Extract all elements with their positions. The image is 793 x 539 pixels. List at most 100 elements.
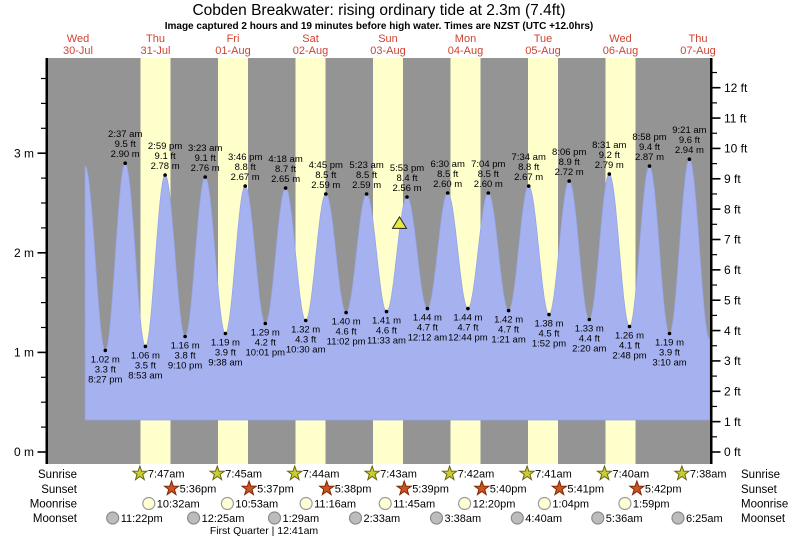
- day-date-label: 06-Aug: [603, 45, 638, 57]
- tide-point-dot: [324, 192, 328, 196]
- day-name-label: Sun: [378, 33, 398, 45]
- moonrise-time-label: 10:53am: [235, 499, 278, 511]
- right-axis-tick-label: 3 ft: [724, 354, 741, 368]
- high-tide-m-label: 2.59 m: [352, 180, 381, 191]
- low-tide-m-label: 1.41 m: [372, 316, 401, 327]
- sunset-star-icon: [163, 479, 181, 496]
- high-tide-ft-label: 8.5 ft: [315, 170, 336, 181]
- tide-point-dot: [384, 309, 389, 314]
- moonset-time-label: 1:29am: [283, 513, 320, 525]
- high-tide-m-label: 2.65 m: [271, 174, 300, 185]
- sunset-row-label-right: Sunset: [741, 484, 778, 496]
- high-tide-time-label: 2:37 am: [108, 129, 142, 140]
- left-axis: [45, 58, 48, 464]
- right-axis-tick-label: 9 ft: [724, 172, 741, 186]
- low-tide-ft-label: 4.7 ft: [417, 323, 438, 334]
- low-tide-ft-label: 4.7 ft: [457, 323, 478, 334]
- day-date-label: 05-Aug: [525, 45, 560, 57]
- low-tide-time-label: 9:10 pm: [168, 361, 202, 372]
- high-tide-m-label: 2.79 m: [595, 160, 624, 171]
- low-tide-ft-label: 3.8 ft: [175, 351, 196, 362]
- low-tide-ft-label: 4.6 ft: [336, 327, 357, 338]
- tide-point-dot: [123, 161, 127, 165]
- low-tide-ft-label: 4.5 ft: [538, 329, 559, 340]
- moonrise-row-label-left: Moonrise: [30, 499, 77, 511]
- tide-point-dot: [163, 173, 167, 177]
- left-axis-tick-label: 2 m: [14, 246, 34, 260]
- moonrise-circle-icon: [142, 496, 156, 511]
- tide-point-dot: [243, 184, 247, 188]
- sunset-star-icon: [318, 479, 336, 496]
- sunset-time-label: 5:41pm: [567, 484, 604, 496]
- moonset-circle-icon: [267, 511, 282, 525]
- tide-point-dot: [687, 157, 692, 161]
- sunset-star-icon: [628, 479, 646, 496]
- sunrise-time-label: 7:42am: [458, 469, 495, 481]
- sunset-star-icon: [395, 479, 413, 496]
- tide-point-dot: [143, 344, 148, 349]
- low-tide-ft-label: 4.3 ft: [295, 335, 316, 346]
- right-axis: [710, 58, 713, 464]
- tide-point-dot: [486, 191, 491, 195]
- high-tide-time-label: 4:45 pm: [309, 160, 343, 171]
- low-tide-m-label: 1.40 m: [332, 317, 361, 328]
- tide-point-dot: [223, 331, 228, 336]
- high-tide-ft-label: 8.5 ft: [437, 169, 458, 180]
- moonset-circle-icon: [510, 511, 524, 525]
- low-tide-ft-label: 3.9 ft: [215, 348, 236, 359]
- low-tide-m-label: 1.44 m: [453, 313, 482, 324]
- moonset-circle-icon: [348, 511, 363, 525]
- tide-point-dot: [466, 306, 470, 311]
- low-tide-ft-label: 4.2 ft: [255, 338, 276, 349]
- low-tide-m-label: 1.06 m: [131, 350, 160, 361]
- day-name-label: Sat: [302, 33, 319, 45]
- day-date-label: 03-Aug: [370, 45, 405, 57]
- right-axis-tick-label: 0 ft: [724, 445, 741, 459]
- moonrise-time-label: 1:04pm: [552, 499, 589, 511]
- sunset-star-icon: [473, 479, 491, 496]
- high-tide-m-label: 2.90 m: [111, 149, 140, 160]
- right-axis-tick-label: 7 ft: [724, 233, 741, 247]
- moon-phase-label: First Quarter | 12:41am: [210, 525, 319, 537]
- sunrise-time-label: 7:40am: [613, 469, 650, 481]
- tide-point-dot: [647, 164, 652, 168]
- right-axis-tick-label: 4 ft: [724, 324, 741, 338]
- tide-point-dot: [303, 318, 308, 323]
- low-tide-ft-label: 4.1 ft: [619, 341, 640, 352]
- sunset-time-label: 5:37pm: [257, 484, 294, 496]
- high-tide-m-label: 2.87 m: [635, 152, 664, 163]
- high-tide-ft-label: 8.5 ft: [478, 169, 499, 180]
- low-tide-time-label: 2:20 am: [572, 344, 606, 355]
- high-tide-m-label: 2.67 m: [514, 172, 543, 183]
- low-tide-time-label: 1:52 pm: [532, 339, 566, 350]
- high-tide-m-label: 2.94 m: [675, 145, 704, 156]
- chart-subtitle: Image captured 2 hours and 19 minutes be…: [165, 21, 594, 32]
- high-tide-time-label: 8:06 pm: [552, 147, 586, 158]
- day-date-label: 07-Aug: [680, 45, 715, 57]
- low-tide-ft-label: 3.5 ft: [135, 360, 156, 371]
- page-title: Cobden Breakwater: rising ordinary tide …: [192, 2, 565, 19]
- day-name-label: Fri: [227, 33, 240, 45]
- moonrise-circle-icon: [537, 496, 552, 511]
- sunrise-time-label: 7:43am: [380, 469, 417, 481]
- low-tide-time-label: 12:44 pm: [448, 333, 488, 344]
- high-tide-ft-label: 8.7 ft: [275, 164, 296, 175]
- day-name-label: Mon: [455, 33, 476, 45]
- day-name-label: Tue: [534, 33, 553, 45]
- tide-point-dot: [567, 179, 571, 183]
- sunrise-row-label-left: Sunrise: [38, 469, 77, 481]
- high-tide-time-label: 8:58 pm: [632, 132, 666, 143]
- tide-curve: [84, 158, 710, 421]
- day-date-label: 30-Jul: [63, 45, 93, 57]
- sunrise-star-icon: [673, 464, 691, 481]
- sunrise-time-label: 7:44am: [303, 469, 340, 481]
- low-tide-time-label: 11:33 am: [367, 336, 406, 347]
- moonrise-circle-icon: [299, 496, 313, 511]
- sunrise-time-label: 7:47am: [148, 469, 185, 481]
- low-tide-m-label: 1.16 m: [171, 341, 200, 352]
- tide-point-dot: [667, 331, 672, 336]
- low-tide-time-label: 12:12 am: [408, 333, 448, 344]
- day-name-label: Thu: [689, 33, 708, 45]
